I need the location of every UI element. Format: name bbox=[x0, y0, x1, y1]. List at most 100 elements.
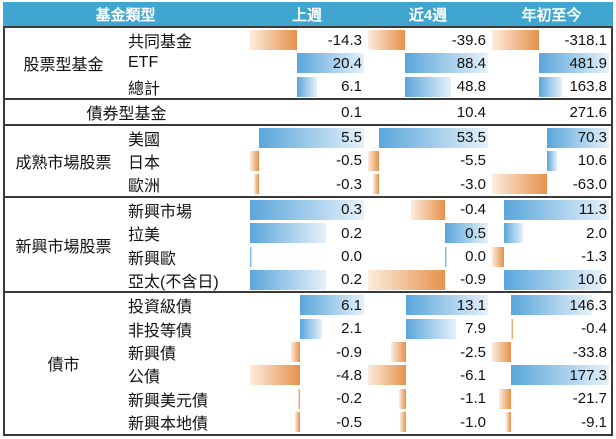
value-text: -63.0 bbox=[572, 175, 607, 193]
table-row: 債券型基金 0.1 10.4 271.6 bbox=[5, 100, 611, 124]
value-text: -318.1 bbox=[564, 31, 607, 49]
data-bar-track bbox=[492, 223, 609, 244]
negative-data-bar bbox=[368, 150, 380, 171]
table-row: 美國 5.5 53.5 70.3 bbox=[122, 126, 611, 149]
category-label: 債市 bbox=[47, 357, 80, 375]
value-cell-last-4-weeks: -1.0 bbox=[366, 410, 490, 434]
data-bar-track bbox=[368, 53, 488, 73]
negative-data-bar bbox=[368, 269, 446, 290]
value-cell-last-week: 0.3 bbox=[248, 198, 366, 222]
negative-data-bar bbox=[399, 388, 407, 409]
value-text: 6.1 bbox=[341, 296, 362, 314]
table-row: 日本 -0.5 -5.5 10.6 bbox=[122, 149, 611, 172]
data-bar-track bbox=[368, 365, 488, 386]
data-bar-track bbox=[250, 295, 364, 316]
value-cell-ytd: 70.3 bbox=[490, 126, 611, 150]
value-cell-last-week: 0.2 bbox=[248, 268, 366, 292]
data-bar-track bbox=[492, 30, 609, 50]
positive-data-bar bbox=[445, 246, 448, 267]
table-row: 投資級債 6.1 13.1 146.3 bbox=[122, 293, 611, 316]
value-text: -5.5 bbox=[460, 152, 486, 170]
data-bar-track bbox=[250, 318, 364, 339]
value-text: 0.0 bbox=[341, 248, 362, 266]
row-label: 新興市場 bbox=[128, 203, 193, 221]
table-row: 公債 -4.8 -6.1 177.3 bbox=[122, 363, 611, 386]
value-cell-last-week: -14.3 bbox=[248, 28, 366, 52]
data-bar-track bbox=[250, 53, 364, 73]
negative-data-bar bbox=[505, 412, 511, 433]
group-equity-funds: 股票型基金 共同基金 -14.3 -39.6 -318.1 ETF 20.4 8… bbox=[3, 26, 613, 101]
data-bar-track bbox=[368, 269, 488, 290]
positive-data-bar bbox=[379, 127, 488, 148]
positive-data-bar bbox=[250, 199, 364, 220]
value-cell-last-4-weeks: 88.4 bbox=[366, 51, 490, 74]
value-text: -14.3 bbox=[327, 31, 362, 49]
table-row: 亞太(不含日) 0.2 -0.9 10.6 bbox=[122, 268, 611, 291]
data-bar-track bbox=[250, 365, 364, 386]
data-bar-track bbox=[492, 150, 609, 171]
row-label: 新興本地債 bbox=[128, 416, 209, 434]
value-cell-ytd: -318.1 bbox=[490, 28, 611, 52]
positive-data-bar bbox=[250, 246, 252, 267]
data-bar-track bbox=[368, 223, 488, 244]
value-text: 6.1 bbox=[341, 78, 362, 96]
table-row: ETF 20.4 88.4 481.9 bbox=[122, 51, 611, 74]
positive-data-bar bbox=[250, 269, 326, 290]
row-label: ETF bbox=[128, 54, 159, 72]
value-text: 0.3 bbox=[341, 201, 362, 219]
positive-data-bar bbox=[538, 76, 563, 97]
value-cell-ytd: 163.8 bbox=[490, 75, 611, 99]
data-bar-track bbox=[250, 342, 364, 363]
value-cell-last-4-weeks: -39.6 bbox=[366, 28, 490, 52]
table-row: 新興歐 0.0 0.0 -1.3 bbox=[122, 245, 611, 268]
value-cell-ytd: -63.0 bbox=[490, 172, 611, 196]
negative-data-bar bbox=[298, 388, 301, 409]
positive-data-bar bbox=[510, 365, 609, 386]
negative-data-bar bbox=[492, 342, 511, 363]
value-cell-ytd: 146.3 bbox=[490, 293, 611, 317]
value-cell-ytd: 481.9 bbox=[490, 51, 611, 74]
table-row: 新興本地債 -0.5 -1.0 -9.1 bbox=[122, 410, 611, 433]
value-text: -39.6 bbox=[451, 31, 486, 49]
positive-data-bar bbox=[259, 127, 364, 148]
positive-data-bar bbox=[445, 223, 488, 244]
data-bar-track bbox=[492, 342, 609, 363]
value-cell-last-4-weeks: -1.1 bbox=[366, 387, 490, 411]
value-text: 146.3 bbox=[569, 296, 607, 314]
data-bar-track bbox=[368, 76, 488, 97]
value-text: 7.9 bbox=[465, 320, 486, 338]
category-label: 債券型基金 bbox=[86, 106, 167, 124]
value-text: 10.6 bbox=[577, 152, 607, 170]
positive-data-bar bbox=[504, 223, 523, 244]
table-row: 歐洲 -0.3 -3.0 -63.0 bbox=[122, 172, 611, 195]
value-cell-ytd: -1.3 bbox=[490, 245, 611, 269]
data-bar-track bbox=[368, 342, 488, 363]
data-bar-track bbox=[250, 246, 364, 267]
row-label: 非投等債 bbox=[128, 322, 193, 340]
negative-data-bar bbox=[492, 30, 539, 50]
category-label: 股票型基金 bbox=[23, 57, 104, 75]
value-text: -0.4 bbox=[581, 320, 607, 338]
data-bar-track bbox=[492, 53, 609, 73]
negative-data-bar bbox=[498, 388, 511, 409]
value-text: 10.4 bbox=[456, 103, 486, 121]
row-label: 亞太(不含日) bbox=[128, 273, 219, 291]
data-bar-track bbox=[492, 127, 609, 148]
value-cell-last-week: 0.0 bbox=[248, 245, 366, 269]
value-cell-last-4-weeks: -3.0 bbox=[366, 172, 490, 196]
negative-data-bar bbox=[290, 342, 301, 363]
value-cell-last-4-weeks: -0.9 bbox=[366, 268, 490, 292]
value-cell-last-4-weeks: 48.8 bbox=[366, 75, 490, 99]
row-label: 新興債 bbox=[128, 346, 177, 364]
value-text: -9.1 bbox=[581, 413, 607, 431]
negative-data-bar bbox=[410, 199, 446, 220]
data-bar-track bbox=[368, 246, 488, 267]
negative-data-bar bbox=[368, 365, 407, 386]
value-cell-ytd: 10.6 bbox=[490, 149, 611, 173]
data-bar-track bbox=[368, 174, 488, 195]
value-text: 271.6 bbox=[569, 103, 607, 121]
value-cell-last-4-weeks: 10.4 bbox=[366, 100, 490, 124]
data-bar-track bbox=[368, 30, 488, 50]
data-bar-track bbox=[492, 199, 609, 220]
value-cell-last-week: -0.3 bbox=[248, 172, 366, 196]
